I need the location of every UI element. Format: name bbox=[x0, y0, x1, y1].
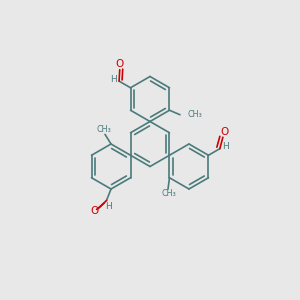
Text: O: O bbox=[116, 59, 124, 69]
Text: O: O bbox=[220, 127, 228, 137]
Text: H: H bbox=[106, 202, 112, 211]
Text: H: H bbox=[222, 142, 229, 151]
Text: CH₃: CH₃ bbox=[188, 110, 202, 119]
Text: H: H bbox=[110, 75, 117, 84]
Text: CH₃: CH₃ bbox=[96, 125, 111, 134]
Text: CH₃: CH₃ bbox=[161, 190, 176, 199]
Text: O: O bbox=[90, 206, 98, 216]
